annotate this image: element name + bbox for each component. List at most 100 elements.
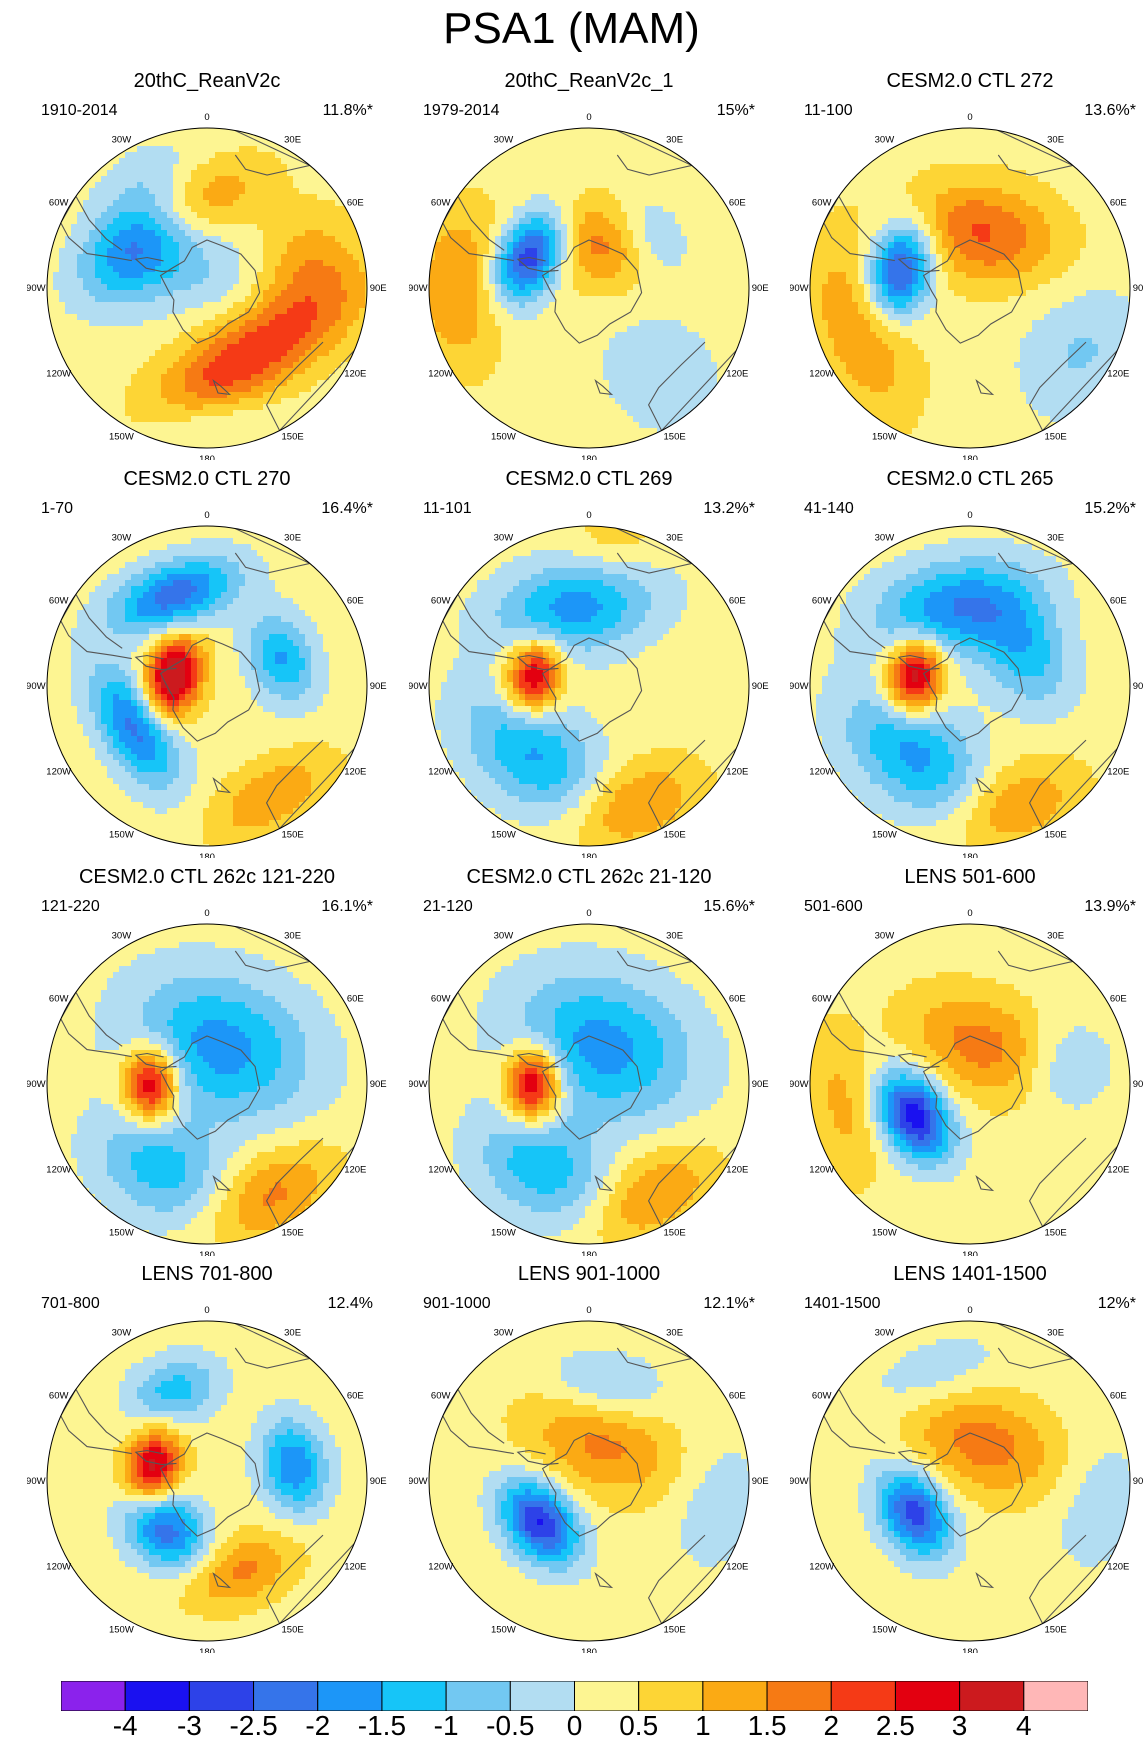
panel-period: 501-600 bbox=[804, 898, 863, 916]
panel-period: 11-101 bbox=[423, 500, 472, 518]
longitude-label: 180 bbox=[581, 1647, 597, 1653]
longitude-label: 150W bbox=[491, 431, 516, 442]
panel-variance: 11.8%* bbox=[323, 102, 373, 120]
longitude-label: 0 bbox=[586, 510, 591, 521]
longitude-label: 60E bbox=[729, 595, 746, 606]
longitude-label: 0 bbox=[586, 908, 591, 919]
longitude-label: 120E bbox=[1107, 369, 1129, 380]
colorbar-tick-label: -3 bbox=[177, 1710, 202, 1742]
colorbar-box bbox=[510, 1681, 574, 1711]
colorbar-box bbox=[703, 1681, 767, 1711]
longitude-label: 150W bbox=[491, 829, 516, 840]
longitude-label: 150E bbox=[282, 1227, 304, 1238]
colorbar-box bbox=[639, 1681, 703, 1711]
longitude-label: 150E bbox=[282, 1624, 304, 1635]
longitude-label: 0 bbox=[204, 908, 209, 919]
colorbar-box bbox=[189, 1681, 253, 1711]
longitude-label: 60W bbox=[431, 595, 451, 606]
contour-field bbox=[429, 526, 754, 851]
colorbar-tick-label: 0 bbox=[567, 1710, 583, 1742]
colorbar-tick-label: -1 bbox=[434, 1710, 459, 1742]
longitude-label: 180 bbox=[199, 1647, 215, 1653]
longitude-label: 30E bbox=[1047, 533, 1064, 544]
longitude-label: 60E bbox=[729, 197, 746, 208]
longitude-label: 150E bbox=[664, 1624, 686, 1635]
longitude-label: 30W bbox=[875, 1328, 895, 1339]
longitude-label: 120W bbox=[809, 369, 834, 380]
colorbar-box bbox=[61, 1681, 125, 1711]
longitude-label: 150E bbox=[1045, 1624, 1067, 1635]
longitude-label: 30E bbox=[1047, 1328, 1064, 1339]
longitude-label: 120E bbox=[1107, 1562, 1129, 1573]
longitude-label: 90E bbox=[370, 681, 387, 692]
longitude-label: 90W bbox=[409, 1476, 428, 1487]
colorbar-tick-label: 2.5 bbox=[876, 1710, 915, 1742]
colorbar-tick-label: 4 bbox=[1016, 1710, 1032, 1742]
longitude-label: 90W bbox=[409, 681, 428, 692]
longitude-label: 120E bbox=[726, 1562, 748, 1573]
longitude-label: 120E bbox=[1107, 1165, 1129, 1176]
longitude-label: 30W bbox=[494, 135, 514, 146]
colorbar-box bbox=[1024, 1681, 1088, 1711]
longitude-label: 60E bbox=[729, 1390, 746, 1401]
longitude-label: 60E bbox=[347, 1390, 364, 1401]
longitude-label: 120W bbox=[428, 1562, 453, 1573]
map-panel: LENS 1401-1500030E60E90E120E150E180150W1… bbox=[790, 1263, 1143, 1653]
longitude-label: 150E bbox=[664, 1227, 686, 1238]
panel-variance: 15%* bbox=[717, 102, 755, 120]
longitude-label: 30E bbox=[666, 135, 683, 146]
colorbar bbox=[61, 1681, 1088, 1711]
panel-period: 901-1000 bbox=[423, 1295, 491, 1313]
longitude-label: 30E bbox=[1047, 931, 1064, 942]
longitude-label: 150W bbox=[109, 431, 134, 442]
contour-field bbox=[47, 128, 372, 453]
panel-period: 1979-2014 bbox=[423, 102, 500, 120]
longitude-label: 30W bbox=[112, 1328, 132, 1339]
longitude-label: 180 bbox=[199, 1250, 215, 1256]
longitude-label: 0 bbox=[204, 1305, 209, 1316]
colorbar-tick-label: 1.5 bbox=[748, 1710, 787, 1742]
panel-variance: 16.1%* bbox=[321, 898, 373, 916]
longitude-label: 150E bbox=[1045, 1227, 1067, 1238]
longitude-label: 90E bbox=[752, 1079, 769, 1090]
longitude-label: 150W bbox=[109, 1227, 134, 1238]
longitude-label: 120E bbox=[726, 369, 748, 380]
longitude-label: 150E bbox=[664, 829, 686, 840]
colorbar-tick-label: 2 bbox=[824, 1710, 840, 1742]
colorbar-box bbox=[960, 1681, 1024, 1711]
longitude-label: 60W bbox=[812, 1390, 832, 1401]
colorbar-box bbox=[895, 1681, 959, 1711]
panel-variance: 13.6%* bbox=[1084, 102, 1136, 120]
contour-field bbox=[810, 128, 1135, 453]
longitude-label: 180 bbox=[199, 852, 215, 858]
longitude-label: 120W bbox=[809, 1562, 834, 1573]
longitude-label: 150W bbox=[109, 1624, 134, 1635]
longitude-label: 90E bbox=[752, 681, 769, 692]
contour-field bbox=[810, 924, 1135, 1249]
longitude-label: 180 bbox=[581, 852, 597, 858]
contour-field bbox=[47, 924, 372, 1249]
figure-title: PSA1 (MAM) bbox=[0, 4, 1143, 54]
longitude-label: 0 bbox=[967, 510, 972, 521]
longitude-label: 60W bbox=[49, 595, 69, 606]
longitude-label: 180 bbox=[199, 454, 215, 460]
colorbar-box bbox=[254, 1681, 318, 1711]
panel-period: 41-140 bbox=[804, 500, 854, 518]
colorbar-box bbox=[446, 1681, 510, 1711]
contour-field bbox=[429, 924, 754, 1249]
colorbar-tick-label: 1 bbox=[695, 1710, 711, 1742]
longitude-label: 120E bbox=[344, 767, 366, 778]
colorbar-tick-label: -4 bbox=[113, 1710, 138, 1742]
longitude-label: 30E bbox=[284, 931, 301, 942]
longitude-label: 90E bbox=[370, 1476, 387, 1487]
longitude-label: 60W bbox=[49, 993, 69, 1004]
longitude-label: 0 bbox=[204, 112, 209, 123]
longitude-label: 30W bbox=[112, 931, 132, 942]
